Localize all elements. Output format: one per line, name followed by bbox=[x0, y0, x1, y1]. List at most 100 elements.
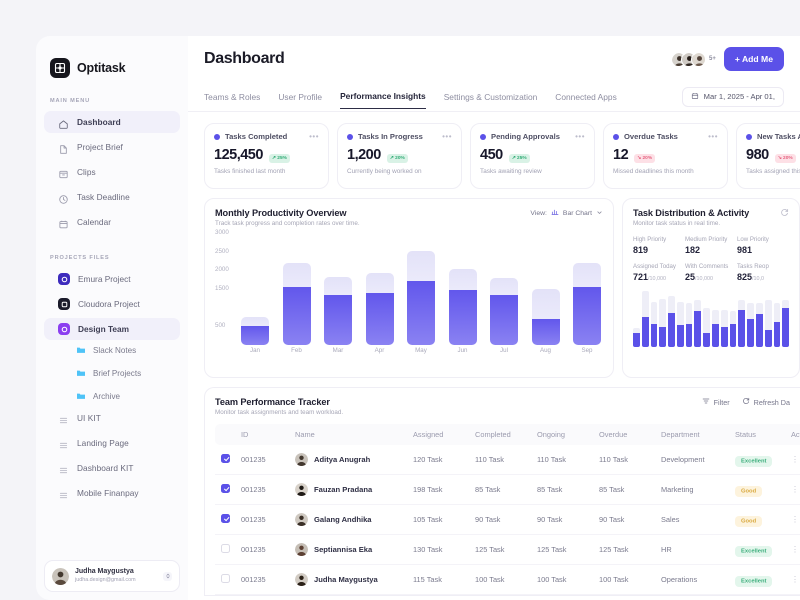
stat-card-tasks-completed[interactable]: Tasks Completed ••• 125,450 ↗ 25% Tasks … bbox=[204, 123, 329, 189]
sparkline-segment-bottom bbox=[782, 308, 790, 347]
row-department: Sales bbox=[661, 504, 735, 535]
row-completed: 85 Task bbox=[475, 474, 537, 505]
sidebar: Optitask MAIN MENU Dashboard Project Bri… bbox=[36, 36, 188, 600]
bar[interactable] bbox=[282, 263, 311, 345]
stat-value: 1,200 bbox=[347, 147, 381, 163]
sidebar-item-dashboard[interactable]: Dashboard bbox=[44, 111, 180, 133]
row-checkbox[interactable] bbox=[221, 544, 230, 553]
activity-header: Task Distribution & Activity Monitor tas… bbox=[633, 208, 789, 227]
row-checkbox[interactable] bbox=[221, 574, 230, 583]
ellipsis-icon[interactable]: ••• bbox=[708, 132, 718, 141]
ellipsis-icon[interactable]: ••• bbox=[309, 132, 319, 141]
list-icon bbox=[58, 488, 69, 499]
sparkline-bar bbox=[773, 303, 781, 347]
stat-card-pending-approvals[interactable]: Pending Approvals ••• 450 ↗ 25% Tasks aw… bbox=[470, 123, 595, 189]
bar[interactable] bbox=[365, 273, 394, 345]
bar[interactable] bbox=[448, 268, 477, 345]
sparkline-segment-top bbox=[685, 303, 693, 324]
stat-cards: Tasks Completed ••• 125,450 ↗ 25% Tasks … bbox=[204, 123, 800, 189]
tab-user-profile[interactable]: User Profile bbox=[278, 91, 323, 102]
sidebar-project-cloudora[interactable]: Cloudora Project bbox=[44, 293, 180, 315]
sidebar-project-design-team[interactable]: Design Team bbox=[44, 318, 180, 340]
y-tick: 2500 bbox=[215, 247, 229, 255]
row-checkbox[interactable] bbox=[221, 454, 230, 463]
table-row[interactable]: 001235 Galang Andhika 105 Task 90 Task 90 Ta… bbox=[215, 504, 800, 535]
stat-card-overdue-tasks[interactable]: Overdue Tasks ••• 12 ↘ 20% Missed deadli… bbox=[603, 123, 728, 189]
bar-segment-remaining bbox=[324, 277, 352, 295]
tab-settings-customization[interactable]: Settings & Customization bbox=[443, 91, 538, 102]
sparkline-bar bbox=[676, 301, 684, 347]
stat-card-new-tasks-assigned[interactable]: New Tasks Assigned ••• 980 ↘ 20% Tasks a… bbox=[736, 123, 800, 189]
row-checkbox[interactable] bbox=[221, 514, 230, 523]
chart-view-selector[interactable]: View: Bar Chart bbox=[530, 208, 603, 218]
calendar-icon bbox=[58, 217, 69, 228]
sidebar-project-emura[interactable]: Emura Project bbox=[44, 268, 180, 290]
sparkline-segment-top bbox=[782, 300, 790, 309]
ellipsis-icon[interactable]: ••• bbox=[575, 132, 585, 141]
bar[interactable] bbox=[241, 317, 269, 345]
sparkline-segment-bottom bbox=[764, 329, 772, 347]
sidebar-folder-slack-notes[interactable]: Slack Notes bbox=[44, 340, 180, 361]
bar-segment-completed bbox=[490, 295, 518, 345]
sidebar-folder-archive[interactable]: Archive bbox=[44, 386, 180, 407]
avatar-group[interactable]: 5+ bbox=[671, 51, 716, 67]
filter-button[interactable]: Filter bbox=[702, 397, 730, 407]
table-row[interactable]: 001235 Aditya Anugrah 120 Task 110 Task 110 … bbox=[215, 445, 800, 475]
sidebar-item-task-deadline[interactable]: Task Deadline bbox=[44, 186, 180, 208]
table-header: Team Performance Tracker Monitor task as… bbox=[215, 397, 800, 416]
row-ongoing: 125 Task bbox=[537, 534, 599, 565]
table-row[interactable]: 001235 Septiannisa Eka 130 Task 125 Task 125… bbox=[215, 534, 800, 565]
activity-subtitle: Monitor task status in real time. bbox=[633, 220, 721, 227]
sidebar-item-clips[interactable]: Clips bbox=[44, 161, 180, 183]
avatar bbox=[295, 573, 308, 586]
sidebar-folder-brief-projects[interactable]: Brief Projects bbox=[44, 363, 180, 384]
row-checkbox[interactable] bbox=[221, 484, 230, 493]
sidebar-item-landing-page[interactable]: Landing Page bbox=[44, 432, 180, 454]
kebab-icon[interactable]: ⋮ bbox=[791, 515, 799, 524]
profile-email: judha.design@gmail.com bbox=[75, 577, 136, 583]
bar[interactable] bbox=[531, 289, 560, 345]
table-subtitle: Monitor task assignments and team worklo… bbox=[215, 409, 344, 416]
add-member-button[interactable]: + Add Me bbox=[723, 47, 784, 71]
kebab-icon[interactable]: ⋮ bbox=[791, 575, 799, 584]
bar[interactable] bbox=[324, 277, 352, 345]
kebab-icon[interactable]: ⋮ bbox=[791, 455, 799, 464]
metric-low-priority: Low Priority 981 bbox=[737, 236, 789, 255]
status-badge: Excellent bbox=[735, 545, 773, 557]
kebab-icon[interactable]: ⋮ bbox=[791, 485, 799, 494]
bar-segment-completed bbox=[324, 294, 352, 345]
bar-segment-completed bbox=[573, 287, 601, 345]
stat-card-tasks-in-progress[interactable]: Tasks In Progress ••• 1,200 ↗ 20% Curren… bbox=[337, 123, 462, 189]
folder-icon bbox=[76, 388, 86, 406]
x-tick: Apr bbox=[374, 347, 385, 354]
row-select-cell bbox=[215, 504, 241, 535]
sidebar-item-ui-kit[interactable]: UI KIT bbox=[44, 407, 180, 429]
bar[interactable] bbox=[407, 251, 435, 345]
brand: Optitask bbox=[36, 50, 188, 78]
sparkline-bar bbox=[650, 301, 658, 347]
sidebar-item-dashboard-kit[interactable]: Dashboard KIT bbox=[44, 457, 180, 479]
sidebar-item-mobile-finanpay[interactable]: Mobile Finanpay bbox=[44, 482, 180, 504]
tab-performance-insights[interactable]: Performance Insights bbox=[340, 84, 426, 109]
table-row[interactable]: 001235 Judha Maygustya 115 Task 100 Task 100… bbox=[215, 564, 800, 595]
date-range-picker[interactable]: Mar 1, 2025 - Apr 01, bbox=[681, 86, 784, 107]
sidebar-item-label: Dashboard KIT bbox=[77, 463, 134, 473]
bar[interactable] bbox=[573, 262, 601, 345]
row-department: Development bbox=[661, 445, 735, 475]
refresh-icon[interactable] bbox=[780, 208, 789, 219]
tab-connected-apps[interactable]: Connected Apps bbox=[555, 91, 617, 102]
kebab-icon[interactable]: ⋮ bbox=[791, 545, 799, 554]
ellipsis-icon[interactable]: ••• bbox=[442, 132, 452, 141]
sidebar-item-project-brief[interactable]: Project Brief bbox=[44, 136, 180, 158]
table-row[interactable]: 001235 Fauzan Pradana 198 Task 85 Task 85 Ta… bbox=[215, 474, 800, 505]
sidebar-item-calendar[interactable]: Calendar bbox=[44, 211, 180, 233]
refresh-data-button[interactable]: Refresh Da bbox=[742, 397, 790, 407]
sidebar-profile-card[interactable]: Judha Maygustya judha.design@gmail.com bbox=[44, 560, 180, 592]
row-overdue: 90 Task bbox=[599, 504, 661, 535]
tab-teams-roles[interactable]: Teams & Roles bbox=[204, 91, 261, 102]
row-id: 001235 bbox=[241, 534, 295, 565]
bar-chart-icon bbox=[551, 208, 559, 218]
chevron-updown-icon[interactable] bbox=[163, 571, 172, 581]
row-status-cell: Good bbox=[735, 474, 791, 505]
bar[interactable] bbox=[490, 277, 518, 345]
